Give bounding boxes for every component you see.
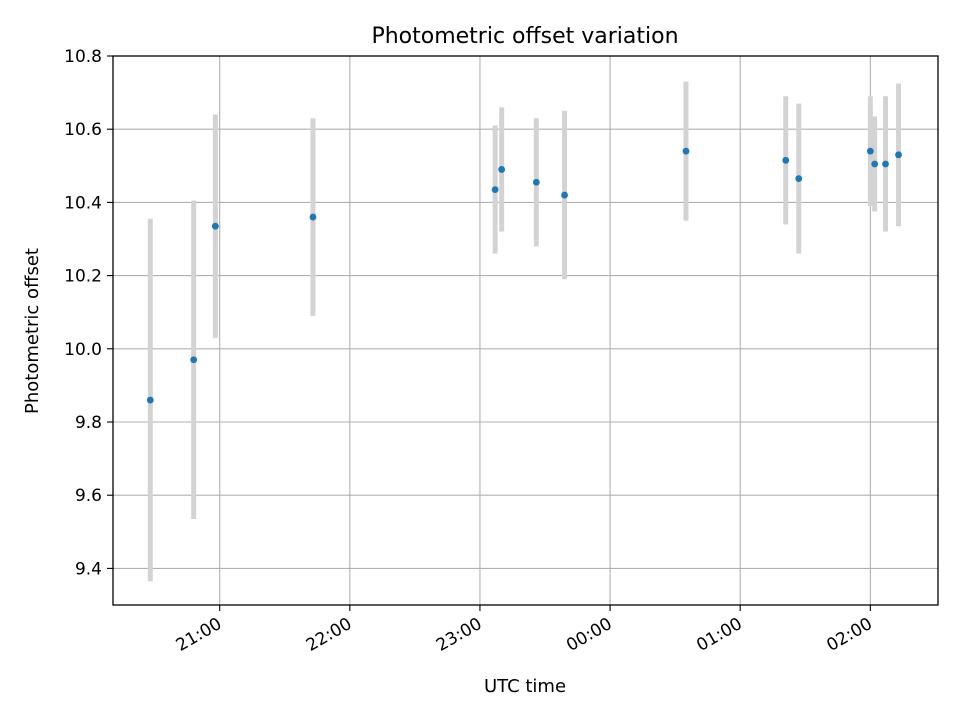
grid: [113, 55, 938, 605]
y-axis: 9.4 9.6 9.8 10.0 10.2 10.4 10.6 10.8: [64, 47, 113, 579]
x-tick-label: 23:00: [433, 614, 485, 656]
data-point: [498, 166, 506, 173]
data-point: [895, 151, 902, 159]
error-bars: [147, 81, 902, 582]
x-axis: 21:00 22:00 23:00 00:00 01:00 02:00: [173, 605, 876, 656]
data-point: [782, 156, 790, 164]
x-tick-label: 01:00: [693, 614, 745, 656]
chart-title: Photometric offset variation: [371, 24, 678, 49]
plot-frame: [112, 55, 939, 606]
y-tick-label: 10.6: [64, 120, 102, 140]
data-point: [211, 222, 219, 230]
data-point: [561, 191, 568, 199]
x-tick-label: 00:00: [563, 614, 615, 656]
data-point: [866, 147, 874, 155]
data-point: [795, 175, 803, 183]
data-point: [871, 160, 879, 168]
data-point: [190, 356, 198, 364]
data-point: [309, 213, 317, 221]
y-tick-label: 9.6: [75, 486, 102, 506]
x-axis-label: UTC time: [484, 676, 566, 697]
data-point: [146, 396, 154, 404]
y-tick-label: 10.0: [64, 340, 102, 360]
data-point: [682, 147, 690, 155]
data-points: [146, 147, 902, 404]
data-point: [491, 186, 499, 193]
data-point: [532, 178, 540, 186]
data-point: [882, 160, 889, 168]
x-tick-label: 02:00: [823, 614, 875, 656]
y-tick-label: 10.8: [64, 47, 102, 67]
x-tick-label: 22:00: [303, 614, 355, 656]
y-tick-label: 10.4: [64, 193, 102, 213]
y-tick-label: 10.2: [64, 267, 102, 287]
x-tick-label: 21:00: [173, 614, 225, 656]
y-tick-label: 9.4: [75, 559, 102, 579]
y-tick-label: 9.8: [75, 413, 102, 433]
y-axis-label: Photometric offset: [22, 248, 43, 414]
